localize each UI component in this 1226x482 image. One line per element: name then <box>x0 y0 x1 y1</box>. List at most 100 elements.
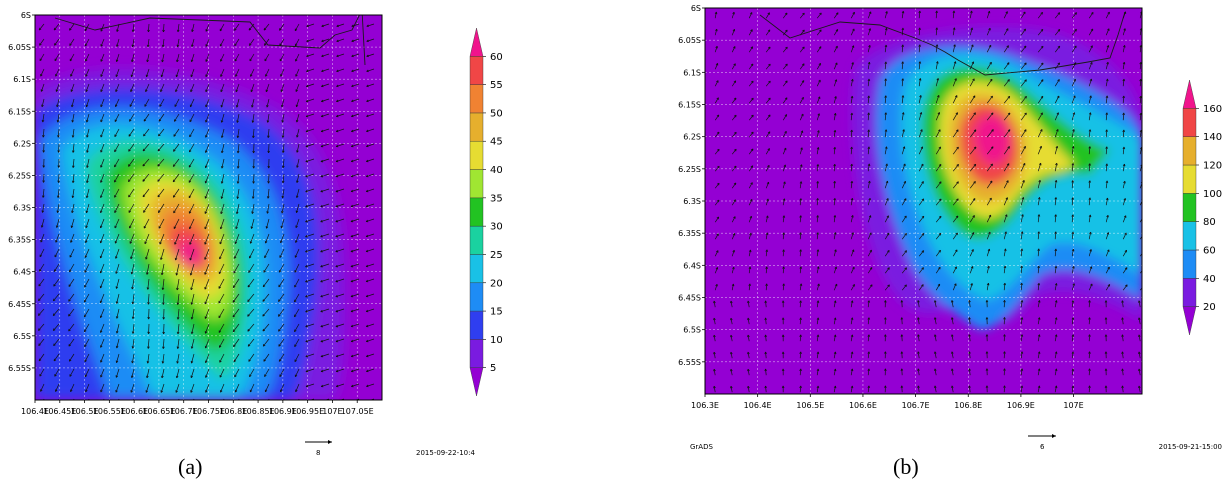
wind-vector <box>220 203 225 215</box>
wind-vector <box>1139 253 1142 257</box>
wind-vector <box>782 232 785 240</box>
wind-vector <box>884 180 889 189</box>
wind-vector <box>714 63 719 70</box>
colorbar-segment <box>1182 164 1197 194</box>
wind-vector <box>884 284 890 291</box>
wind-vector <box>38 353 45 362</box>
wind-vector <box>57 158 61 168</box>
wind-vector <box>85 203 90 214</box>
lon-tick-label: 106.4E <box>21 407 49 416</box>
wind-vector <box>918 129 923 138</box>
wind-vector <box>1020 248 1024 257</box>
wind-vector <box>1088 300 1091 308</box>
wind-vector <box>1037 231 1041 240</box>
wind-vector <box>335 143 345 148</box>
wind-vector <box>968 317 971 325</box>
wind-vector <box>952 181 959 189</box>
wind-vector <box>1003 95 1011 104</box>
wind-vector <box>1088 231 1092 240</box>
wind-vector <box>850 129 853 138</box>
wind-vector <box>279 23 285 31</box>
wind-vector <box>952 146 959 155</box>
wind-vector <box>1037 351 1041 359</box>
wind-vector <box>918 61 922 70</box>
wind-vector <box>295 113 300 123</box>
wind-vector <box>867 45 871 53</box>
wind-vector <box>1037 162 1042 172</box>
wind-vector <box>366 143 375 148</box>
wind-vector <box>833 334 837 342</box>
wind-vector <box>42 128 45 138</box>
wind-vector <box>250 218 255 229</box>
wind-vector <box>99 278 105 289</box>
wind-vector <box>131 278 135 290</box>
wind-vector <box>968 300 971 308</box>
wind-vector <box>782 130 787 138</box>
wind-vector <box>236 173 240 184</box>
wind-vector <box>833 368 837 376</box>
wind-vector <box>782 97 788 104</box>
wind-vector <box>918 284 924 291</box>
wind-vector <box>1122 267 1128 274</box>
wind-vector <box>205 143 210 153</box>
wind-vector <box>205 38 210 47</box>
wind-vector <box>160 263 165 276</box>
colorbar-segment <box>469 27 484 57</box>
wind-vector <box>1037 197 1041 206</box>
wind-vector <box>765 131 771 138</box>
wind-vector <box>950 334 954 342</box>
wind-vector <box>205 68 210 77</box>
wind-vector <box>816 130 820 138</box>
wind-vector <box>161 353 165 364</box>
wind-vector <box>1071 231 1075 240</box>
wind-vector <box>69 23 75 31</box>
wind-vector <box>280 218 285 229</box>
wind-vector <box>714 80 719 87</box>
wind-vector <box>366 53 375 58</box>
wind-vector <box>867 385 871 393</box>
lon-tick-label: 106.7E <box>902 401 930 410</box>
wind-vector <box>264 233 270 244</box>
wind-vector <box>833 79 838 87</box>
wind-vector <box>1088 334 1091 342</box>
wind-vector <box>350 368 360 373</box>
wind-vector <box>969 181 976 189</box>
wind-vector <box>969 232 975 240</box>
wind-vector <box>918 250 925 257</box>
lon-tick-label: 106.85E <box>242 407 275 416</box>
wind-vector <box>748 80 754 87</box>
wind-vector <box>116 38 120 47</box>
wind-vector <box>1121 385 1124 393</box>
wind-vector <box>247 293 255 302</box>
wind-vector <box>294 368 300 378</box>
wind-vector <box>1054 29 1061 36</box>
wind-vector <box>235 218 240 230</box>
wind-vector <box>365 323 375 328</box>
wind-vector <box>1121 300 1124 308</box>
wind-vector <box>295 68 300 77</box>
lat-tick-label: 6.5S <box>683 326 701 335</box>
wind-vector <box>176 23 180 33</box>
wind-vector <box>190 278 195 291</box>
wind-vector <box>281 143 285 153</box>
wind-vector <box>952 249 958 257</box>
wind-vector <box>146 368 150 379</box>
wind-vector <box>294 278 300 288</box>
wind-vector <box>39 53 45 62</box>
wind-vector <box>952 198 959 206</box>
wind-vector <box>55 83 60 92</box>
lon-tick-label: 106.3E <box>691 401 719 410</box>
wind-vector <box>799 249 802 257</box>
wind-vector <box>731 114 737 121</box>
wind-vector <box>781 351 785 359</box>
wind-vector <box>900 351 904 359</box>
wind-vector <box>218 278 225 289</box>
wind-vector <box>145 383 150 393</box>
wind-vector <box>985 317 989 325</box>
wind-vector <box>884 112 888 121</box>
wind-vector <box>917 334 920 342</box>
wind-vector <box>85 53 90 62</box>
colorbar-label: 55 <box>490 80 503 91</box>
wind-vector <box>799 351 802 359</box>
wind-vector <box>918 233 925 240</box>
